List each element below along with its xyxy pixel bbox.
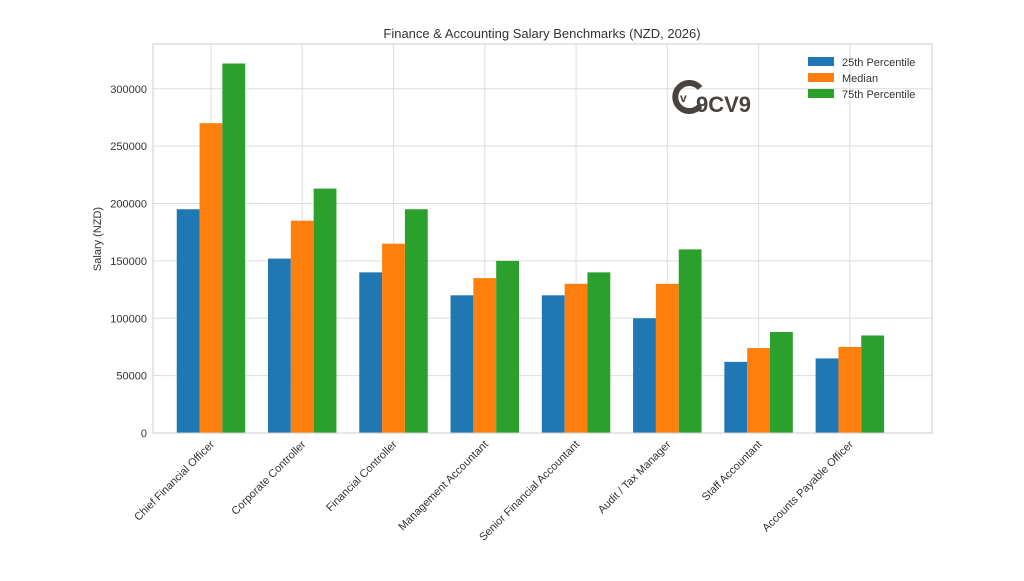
- y-ticks: 0 50000 100000 150000 200000 250000 300000: [110, 84, 147, 440]
- y-tick-label: 100000: [110, 313, 147, 325]
- y-tick-label: 200000: [110, 199, 147, 211]
- legend-swatch: [808, 57, 834, 66]
- legend-swatch: [808, 89, 834, 98]
- y-tick-label: 300000: [110, 84, 147, 96]
- bar-75th-percentile: [678, 249, 702, 433]
- bar-25th-percentile: [450, 295, 474, 433]
- legend-swatch: [808, 73, 834, 82]
- bar-25th-percentile: [176, 209, 200, 433]
- y-axis-label: Salary (NZD): [92, 207, 104, 271]
- bar-median: [838, 346, 862, 433]
- bar-median: [199, 123, 223, 433]
- bar-median: [747, 348, 770, 433]
- bar-75th-percentile: [587, 272, 611, 433]
- x-tick-label: Staff Accountant: [700, 439, 765, 504]
- bar-25th-percentile: [541, 295, 565, 433]
- bar-25th-percentile: [359, 272, 383, 433]
- x-tick-label: Chief Financial Officer: [132, 438, 217, 523]
- bar-median: [290, 220, 314, 433]
- legend: 25th Percentile Median 75th Percentile: [808, 57, 915, 101]
- bar-median: [382, 243, 405, 433]
- bar-75th-percentile: [222, 63, 246, 433]
- x-tick-label: Corporate Controller: [229, 438, 308, 517]
- bar-median: [564, 283, 588, 433]
- plot-frame: [152, 43, 933, 434]
- x-ticks: Chief Financial Officer Corporate Control…: [132, 438, 856, 543]
- y-tick-label: 150000: [110, 256, 147, 268]
- x-tick-label: Management Accountant: [396, 439, 491, 534]
- y-tick-label: 0: [141, 428, 147, 440]
- bar-median: [655, 283, 679, 433]
- bar-75th-percentile: [313, 188, 337, 433]
- bar-median: [473, 278, 497, 433]
- y-tick-label: 250000: [110, 141, 147, 153]
- bar-75th-percentile: [861, 335, 885, 433]
- legend-label: 25th Percentile: [842, 57, 915, 69]
- legend-label: 75th Percentile: [842, 89, 915, 101]
- watermark-logo: v 9CV9: [672, 80, 751, 117]
- bar-25th-percentile: [815, 358, 839, 433]
- bar-75th-percentile: [404, 209, 428, 433]
- bar-25th-percentile: [633, 318, 656, 433]
- bars: [176, 63, 885, 433]
- x-tick-label: Financial Controller: [324, 438, 400, 514]
- bar-75th-percentile: [496, 260, 519, 433]
- x-tick-label: Audit / Tax Manager: [596, 438, 674, 516]
- svg-text:v: v: [680, 91, 687, 105]
- bar-25th-percentile: [724, 361, 748, 433]
- x-tick-label: Senior Financial Accountant: [477, 439, 582, 544]
- bar-75th-percentile: [769, 332, 793, 433]
- chart-title: Finance & Accounting Salary Benchmarks (…: [383, 26, 700, 41]
- legend-label: Median: [842, 73, 878, 85]
- svg-text:9CV9: 9CV9: [696, 92, 751, 117]
- y-tick-label: 50000: [116, 371, 147, 383]
- x-tick-label: Accounts Payable Officer: [760, 438, 856, 534]
- bar-25th-percentile: [268, 258, 291, 433]
